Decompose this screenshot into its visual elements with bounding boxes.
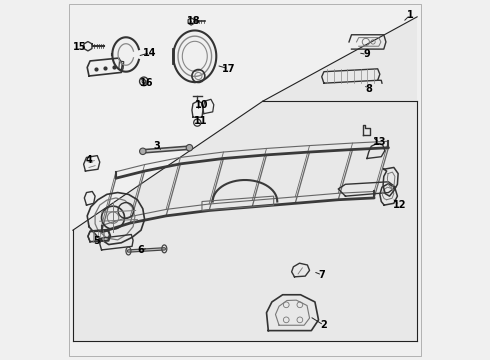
Text: 4: 4 <box>86 155 93 165</box>
Text: 1: 1 <box>407 10 414 20</box>
Text: 16: 16 <box>140 78 153 88</box>
Text: 5: 5 <box>93 236 99 246</box>
Text: 14: 14 <box>143 48 157 58</box>
Text: 11: 11 <box>194 116 207 126</box>
Text: 6: 6 <box>138 245 145 255</box>
Text: 18: 18 <box>187 17 201 27</box>
Polygon shape <box>263 17 417 101</box>
Text: 17: 17 <box>222 64 236 74</box>
Text: 12: 12 <box>392 200 406 210</box>
Text: 15: 15 <box>74 42 87 52</box>
Text: 8: 8 <box>365 84 372 94</box>
Text: 10: 10 <box>195 100 209 110</box>
Text: 3: 3 <box>154 141 161 151</box>
Text: 9: 9 <box>364 49 370 59</box>
Polygon shape <box>73 101 417 341</box>
Text: 2: 2 <box>320 320 327 330</box>
Circle shape <box>186 144 193 151</box>
Text: 7: 7 <box>318 270 325 280</box>
Text: 13: 13 <box>373 138 386 147</box>
Circle shape <box>140 148 146 154</box>
